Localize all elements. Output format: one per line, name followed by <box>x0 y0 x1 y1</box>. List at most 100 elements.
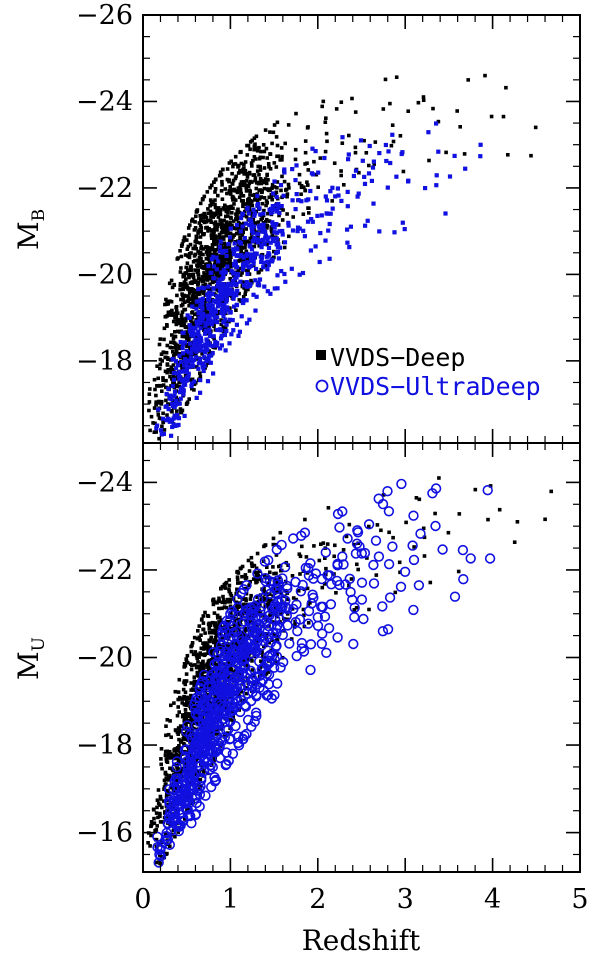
scatter-point-vvds-deep <box>198 223 203 228</box>
scatter-point-vvds-ultradeep <box>238 279 243 284</box>
scatter-point-vvds-ultradeep <box>198 765 210 777</box>
scatter-point-vvds-ultradeep <box>196 366 201 371</box>
scatter-point-vvds-deep <box>161 383 166 387</box>
scatter-point-vvds-ultradeep <box>197 342 202 347</box>
scatter-point-vvds-deep <box>179 244 184 248</box>
scatter-point-vvds-ultradeep <box>199 314 204 319</box>
scatter-point-vvds-ultradeep <box>223 317 228 322</box>
scatter-point-vvds-ultradeep <box>191 330 196 335</box>
scatter-point-vvds-ultradeep <box>205 347 210 352</box>
scatter-point-vvds-deep <box>231 219 236 223</box>
scatter-point-vvds-deep <box>209 233 214 237</box>
scatter-point-vvds-ultradeep <box>230 720 241 732</box>
scatter-point-vvds-deep <box>458 125 462 129</box>
scatter-point-vvds-ultradeep <box>212 276 217 281</box>
scatter-point-vvds-deep <box>271 130 276 135</box>
scatter-point-vvds-deep <box>191 260 196 264</box>
scatter-point-vvds-deep <box>276 223 281 227</box>
scatter-point-vvds-deep <box>244 628 248 632</box>
scatter-point-vvds-deep <box>177 729 182 734</box>
scatter-point-vvds-ultradeep <box>224 293 229 298</box>
scatter-point-vvds-deep <box>172 701 176 705</box>
scatter-point-vvds-deep <box>196 629 200 633</box>
scatter-point-vvds-deep <box>398 134 403 138</box>
scatter-point-vvds-deep <box>227 207 231 211</box>
scatter-point-vvds-deep <box>274 165 279 169</box>
scatter-point-vvds-deep <box>242 202 247 207</box>
scatter-point-vvds-ultradeep <box>241 637 252 648</box>
scatter-point-vvds-deep <box>265 172 269 177</box>
scatter-point-vvds-deep <box>181 736 185 741</box>
scatter-point-vvds-deep <box>228 591 233 596</box>
scatter-point-vvds-deep <box>241 294 246 299</box>
scatter-point-vvds-ultradeep <box>197 356 203 362</box>
scatter-point-vvds-deep <box>222 218 226 223</box>
scatter-point-vvds-ultradeep <box>262 284 267 289</box>
scatter-point-vvds-deep <box>192 294 197 299</box>
scatter-point-vvds-deep <box>201 621 206 625</box>
scatter-point-vvds-deep <box>199 783 204 788</box>
scatter-point-vvds-ultradeep <box>215 320 220 325</box>
scatter-point-vvds-deep <box>265 223 270 228</box>
scatter-point-vvds-deep <box>219 172 224 177</box>
scatter-point-vvds-deep <box>198 235 203 239</box>
scatter-point-vvds-ultradeep <box>276 205 281 210</box>
scatter-point-vvds-deep <box>238 182 243 187</box>
scatter-point-vvds-deep <box>355 562 359 567</box>
scatter-point-vvds-deep <box>265 632 269 636</box>
scatter-point-vvds-deep <box>239 690 244 694</box>
scatter-point-vvds-ultradeep <box>164 391 169 397</box>
scatter-point-vvds-deep <box>165 413 169 417</box>
scatter-point-vvds-deep <box>226 214 230 218</box>
scatter-point-vvds-ultradeep <box>156 407 161 412</box>
scatter-point-vvds-deep <box>192 288 197 293</box>
scatter-point-vvds-ultradeep <box>189 381 194 386</box>
scatter-point-vvds-deep <box>374 573 379 577</box>
scatter-point-vvds-deep <box>275 580 279 585</box>
scatter-point-vvds-deep <box>224 320 229 325</box>
scatter-point-vvds-deep <box>238 150 242 155</box>
scatter-point-vvds-deep <box>247 196 251 201</box>
scatter-point-vvds-ultradeep <box>252 235 257 240</box>
scatter-point-vvds-deep <box>207 630 212 635</box>
scatter-point-vvds-ultradeep <box>268 291 273 296</box>
scatter-point-vvds-deep <box>326 506 331 510</box>
scatter-point-vvds-ultradeep <box>266 245 272 250</box>
scatter-point-vvds-deep <box>189 268 194 272</box>
scatter-point-vvds-ultradeep <box>281 580 293 592</box>
scatter-point-vvds-ultradeep <box>240 701 252 712</box>
scatter-point-vvds-deep <box>221 325 225 329</box>
scatter-point-vvds-deep <box>390 123 395 127</box>
scatter-point-vvds-deep <box>187 275 191 280</box>
scatter-point-vvds-deep <box>210 620 215 625</box>
scatter-point-vvds-ultradeep <box>187 315 192 320</box>
scatter-point-vvds-deep <box>208 185 212 190</box>
scatter-point-vvds-deep <box>275 143 280 148</box>
scatter-point-vvds-ultradeep <box>280 595 291 606</box>
scatter-point-vvds-deep <box>165 788 170 793</box>
scatter-point-vvds-deep <box>203 689 207 694</box>
scatter-point-vvds-deep <box>238 273 243 277</box>
scatter-point-vvds-ultradeep <box>339 198 344 203</box>
scatter-point-vvds-ultradeep <box>176 363 181 368</box>
scatter-point-vvds-deep <box>225 597 230 602</box>
scatter-point-vvds-deep <box>256 270 261 275</box>
scatter-point-vvds-deep <box>199 244 204 249</box>
scatter-point-vvds-ultradeep <box>277 229 282 234</box>
scatter-point-vvds-deep <box>342 183 346 187</box>
scatter-point-vvds-deep <box>190 217 195 222</box>
scatter-point-vvds-deep <box>186 286 191 291</box>
scatter-point-vvds-deep <box>193 268 197 272</box>
scatter-point-vvds-deep <box>163 302 167 307</box>
scatter-point-vvds-ultradeep <box>221 272 226 277</box>
scatter-point-vvds-ultradeep <box>204 359 209 364</box>
scatter-point-vvds-deep <box>199 257 203 261</box>
scatter-point-vvds-ultradeep <box>324 198 330 203</box>
scatter-point-vvds-ultradeep <box>266 693 277 704</box>
scatter-point-vvds-deep <box>225 600 230 604</box>
scatter-point-vvds-deep <box>193 650 197 654</box>
scatter-point-vvds-deep <box>253 221 257 225</box>
scatter-point-vvds-deep <box>183 760 188 765</box>
scatter-point-vvds-ultradeep <box>399 151 404 157</box>
scatter-point-vvds-ultradeep <box>252 255 257 260</box>
